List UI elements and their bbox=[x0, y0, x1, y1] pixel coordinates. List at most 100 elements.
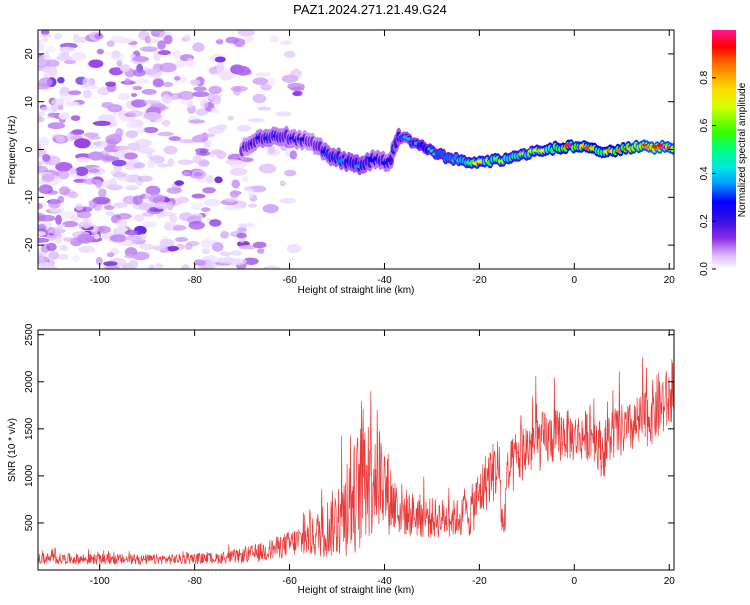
spectrogram-noise-blob bbox=[87, 135, 101, 140]
spectrogram-ridge-core bbox=[614, 148, 622, 153]
spectrogram-noise-blob bbox=[70, 115, 81, 121]
spectrogram-noise-blob bbox=[177, 90, 195, 100]
spectrogram-noise-blob bbox=[38, 38, 43, 46]
spectrogram-x-axis-label: Height of straight line (km) bbox=[298, 285, 415, 296]
spectrogram-noise-blob bbox=[38, 136, 50, 147]
spectrogram-noise-blob bbox=[47, 122, 66, 130]
spectrogram-noise-blob bbox=[82, 77, 90, 88]
spectrogram-noise-blob bbox=[214, 56, 226, 63]
spectrogram-noise-blob bbox=[116, 60, 123, 67]
spectrogram-noise-blob bbox=[136, 126, 146, 134]
snr-series-line bbox=[38, 357, 674, 566]
spectrogram-noise-blob bbox=[117, 92, 131, 101]
spectrogram-noise-blob bbox=[195, 108, 208, 116]
spectrogram-noise-blob bbox=[38, 161, 43, 167]
spectrogram-noise-blob bbox=[102, 156, 120, 161]
spectrogram-noise-blob bbox=[262, 204, 279, 214]
spectrogram-noise-blob bbox=[192, 154, 202, 164]
spectrogram-noise-blob bbox=[62, 220, 79, 228]
spectrogram-noise-blob bbox=[98, 114, 116, 123]
spectrogram-noise-blob bbox=[135, 147, 148, 153]
y-tick-label: 1000 bbox=[24, 464, 35, 487]
spectrogram-noise-blob bbox=[78, 36, 87, 43]
x-tick-label: -80 bbox=[187, 576, 202, 587]
spectrogram-noise-blob bbox=[68, 191, 79, 199]
spectrogram-noise-blob bbox=[125, 130, 139, 139]
spectrogram-noise-blob bbox=[41, 37, 49, 43]
spectrogram-noise-blob bbox=[230, 85, 248, 92]
spectrogram-noise-blob bbox=[157, 50, 171, 56]
y-tick-label: -20 bbox=[24, 237, 35, 252]
spectrogram-noise-blob bbox=[174, 76, 181, 81]
spectrogram-noise-blob bbox=[208, 67, 218, 74]
spectrogram-noise-blob bbox=[203, 139, 212, 148]
spectrogram-noise-blob bbox=[230, 250, 243, 256]
spectrogram-noise-blob bbox=[58, 112, 70, 120]
spectrogram-noise-blob bbox=[39, 33, 51, 39]
spectrogram-noise-blob bbox=[284, 169, 297, 177]
spectrogram-noise-blob bbox=[174, 180, 184, 186]
spectrogram-noise-blob bbox=[140, 46, 158, 52]
spectrogram-noise-blob bbox=[200, 99, 209, 109]
snr-x-axis-label: Height of straight line (km) bbox=[298, 585, 415, 596]
spectrogram-noise-blob bbox=[38, 58, 49, 68]
spectrogram-noise-blob bbox=[148, 264, 155, 269]
spectrogram-noise-blob bbox=[162, 81, 174, 88]
spectrogram-noise-blob bbox=[78, 245, 96, 253]
spectrogram-ridge-mid bbox=[670, 145, 674, 153]
spectrogram-noise-blob bbox=[70, 215, 81, 222]
spectrogram-noise-blob bbox=[286, 243, 302, 254]
y-tick-label: 1500 bbox=[24, 417, 35, 440]
spectrogram-noise-blob bbox=[111, 159, 127, 167]
spectrogram-noise-blob bbox=[237, 227, 248, 232]
spectrogram-noise-blob bbox=[130, 93, 138, 97]
spectrogram-noise-blob bbox=[87, 168, 100, 173]
spectrogram-noise-blob bbox=[168, 136, 181, 142]
spectrogram-noise-blob bbox=[76, 211, 92, 219]
spectrogram-noise-blob bbox=[279, 197, 296, 204]
colorbar-tick-label: 0.2 bbox=[699, 214, 710, 228]
spectrogram-noise-blob bbox=[252, 77, 268, 85]
spectrogram-noise-blob bbox=[250, 185, 267, 193]
spectrogram-noise-blob bbox=[193, 86, 207, 92]
x-tick-label: -100 bbox=[90, 576, 110, 587]
spectrogram-noise-blob bbox=[163, 35, 173, 45]
spectrogram-noise-blob bbox=[113, 202, 128, 209]
spectrogram-noise-blob bbox=[215, 63, 225, 73]
spectrogram-noise-blob bbox=[47, 66, 58, 76]
x-tick-label: -60 bbox=[282, 275, 297, 286]
spectrogram-noise-blob bbox=[150, 102, 166, 113]
spectrogram-noise-blob bbox=[247, 118, 265, 123]
spectrogram-noise-blob bbox=[205, 174, 214, 184]
spectrogram-noise-blob bbox=[211, 95, 222, 105]
spectrogram-noise-blob bbox=[88, 151, 104, 161]
spectrogram-noise-blob bbox=[284, 50, 296, 58]
spectrogram-noise-blob bbox=[95, 256, 103, 266]
spectrogram-y-ticks: -20 -10 0 10 20 bbox=[24, 48, 674, 252]
spectrogram-noise-blob bbox=[242, 30, 250, 35]
spectrogram-noise-blob bbox=[279, 180, 286, 187]
spectrogram-noise-blob bbox=[203, 198, 222, 207]
spectrogram-noise-blob bbox=[195, 151, 212, 156]
spectrogram-noise-blob bbox=[38, 231, 46, 236]
spectrogram-noise-blob bbox=[133, 68, 146, 77]
spectrogram-noise-blob bbox=[191, 193, 206, 199]
spectrogram-noise-blob bbox=[109, 234, 128, 243]
spectrogram-noise-blob bbox=[123, 152, 138, 160]
spectrogram-noise-blob bbox=[38, 77, 53, 88]
spectrogram-noise-blob bbox=[163, 145, 178, 155]
spectrogram-noise-blob bbox=[51, 98, 65, 106]
spectrogram-noise-blob bbox=[186, 241, 200, 247]
spectrogram-x-ticks: -100 -80 -60 -40 -20 0 20 bbox=[90, 30, 675, 286]
spectrogram-noise-blob bbox=[88, 145, 106, 150]
spectrogram-noise-blob bbox=[152, 245, 168, 251]
spectrogram-noise-blob bbox=[63, 237, 75, 242]
spectrogram-noise-blob bbox=[189, 79, 201, 86]
snr-y-ticks: 500 1000 1500 2000 2500 bbox=[24, 323, 674, 531]
spectrogram-noise-blob bbox=[123, 253, 141, 259]
y-tick-label: 500 bbox=[24, 514, 35, 531]
spectrogram-noise-blob bbox=[214, 176, 223, 184]
spectrogram-noise-blob bbox=[73, 39, 81, 44]
spectrogram-noise-blob bbox=[167, 158, 175, 168]
spectrogram-noise-blob bbox=[211, 149, 223, 155]
